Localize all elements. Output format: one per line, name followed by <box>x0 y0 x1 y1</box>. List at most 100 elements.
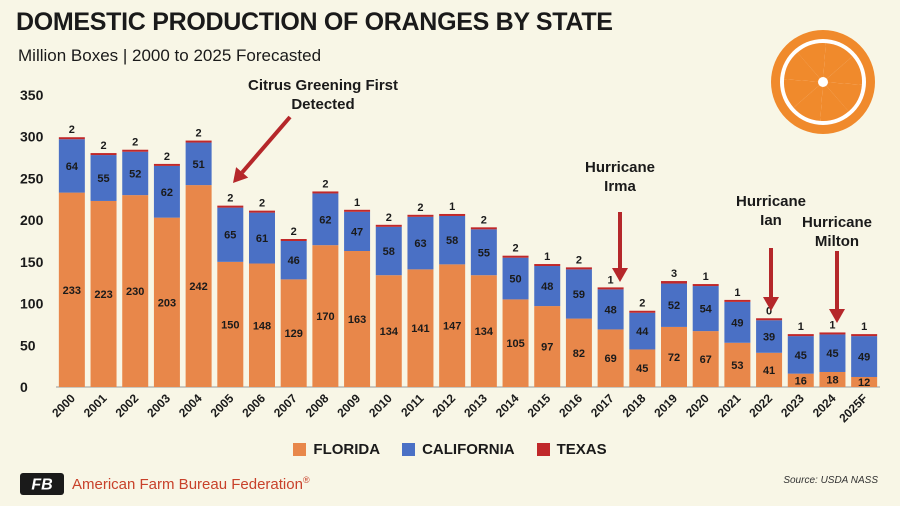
bar-california <box>344 211 371 252</box>
data-label-texas: 1 <box>544 251 550 263</box>
data-label-florida: 242 <box>189 281 207 293</box>
y-tick-label: 350 <box>20 87 44 103</box>
data-label-florida: 134 <box>380 326 399 338</box>
data-label-california: 50 <box>509 274 521 286</box>
x-tick-label: 2004 <box>176 391 205 420</box>
bar-florida <box>470 275 497 387</box>
data-label-texas: 1 <box>449 201 455 213</box>
bar-california <box>439 215 466 265</box>
bar-california <box>851 336 878 377</box>
legend-swatch-florida <box>293 443 307 456</box>
bar-florida <box>819 371 846 387</box>
x-tick-label: 2001 <box>81 391 110 420</box>
bar-florida <box>692 331 719 387</box>
data-label-texas: 2 <box>164 151 170 163</box>
data-label-texas: 2 <box>227 193 233 205</box>
bar-texas <box>787 334 814 337</box>
data-label-california: 39 <box>763 332 775 344</box>
data-label-texas: 1 <box>354 197 360 209</box>
bar-florida <box>375 275 402 387</box>
data-label-california: 52 <box>668 300 680 312</box>
data-label-california: 62 <box>161 187 173 199</box>
data-label-florida: 163 <box>348 314 366 326</box>
bar-florida <box>122 195 149 387</box>
legend-swatch-texas <box>536 443 550 456</box>
bar-texas <box>819 332 846 335</box>
data-label-california: 44 <box>636 326 649 338</box>
x-tick-label: 2025F <box>836 391 870 425</box>
data-label-texas: 2 <box>322 178 328 190</box>
data-label-california: 58 <box>383 246 395 258</box>
bar-california <box>661 283 687 327</box>
data-label-texas: 1 <box>703 271 709 283</box>
data-label-florida: 233 <box>63 285 81 297</box>
bar-florida <box>153 217 180 387</box>
data-label-california: 54 <box>700 304 713 316</box>
chart-legend: FLORIDA CALIFORNIA TEXAS <box>0 441 900 458</box>
bar-texas <box>565 267 592 270</box>
data-label-california: 65 <box>224 230 236 242</box>
data-label-texas: 2 <box>196 128 202 140</box>
data-label-texas: 2 <box>481 214 487 226</box>
bar-texas <box>692 284 719 287</box>
data-label-texas: 2 <box>100 140 106 152</box>
data-label-florida: 105 <box>506 338 524 350</box>
x-tick-label: 2017 <box>588 391 617 420</box>
y-tick-label: 150 <box>20 254 44 270</box>
bar-florida <box>597 329 624 387</box>
bar-california <box>407 216 434 270</box>
x-tick-label: 2003 <box>144 391 173 420</box>
bar-texas <box>724 299 751 302</box>
data-label-california: 52 <box>129 168 141 180</box>
data-label-california: 59 <box>573 289 585 301</box>
bar-florida <box>58 192 85 387</box>
y-tick-label: 100 <box>20 296 44 312</box>
bar-california <box>819 334 846 372</box>
legend-swatch-california <box>402 443 416 456</box>
bar-california <box>153 165 180 218</box>
data-label-california: 47 <box>351 226 363 238</box>
data-label-texas: 3 <box>671 268 677 280</box>
data-label-california: 45 <box>826 348 838 360</box>
bar-texas <box>153 163 180 166</box>
data-label-florida: 16 <box>795 375 807 387</box>
bar-texas <box>280 239 307 241</box>
bar-florida <box>407 269 434 387</box>
data-label-california: 49 <box>731 317 743 329</box>
data-label-florida: 41 <box>763 365 775 377</box>
bar-texas <box>597 287 624 290</box>
data-label-texas: 1 <box>798 321 804 333</box>
data-label-california: 64 <box>66 161 79 173</box>
logo-text: FB <box>31 477 52 494</box>
data-label-florida: 203 <box>158 297 176 309</box>
bar-florida <box>344 251 371 387</box>
bar-california <box>629 312 656 350</box>
x-tick-label: 2018 <box>620 391 649 420</box>
org-logo: FB American Farm Bureau Federation® <box>20 473 310 495</box>
x-tick-label: 2020 <box>683 391 712 420</box>
annotation-arrow-head <box>233 167 249 183</box>
data-label-florida: 141 <box>411 323 429 335</box>
bar-florida <box>249 263 275 387</box>
x-tick-label: 2014 <box>493 391 522 420</box>
data-label-florida: 67 <box>700 354 712 366</box>
bar-california <box>724 301 751 343</box>
data-label-texas: 1 <box>734 287 740 299</box>
legend-item-texas: TEXAS <box>536 441 607 458</box>
bar-texas <box>407 214 434 217</box>
bar-california <box>217 207 244 262</box>
annotation-text: Hurricane <box>736 193 806 210</box>
x-tick-label: 2012 <box>429 391 458 420</box>
data-label-california: 55 <box>478 247 490 259</box>
legend-label-florida: FLORIDA <box>313 441 381 458</box>
bar-texas <box>629 310 656 313</box>
data-label-california: 48 <box>604 304 616 316</box>
bar-california <box>58 139 85 193</box>
annotation-text: Irma <box>604 178 636 195</box>
bar-florida <box>185 185 212 387</box>
bar-florida <box>90 200 117 387</box>
data-label-california: 61 <box>256 233 268 245</box>
data-label-florida: 148 <box>253 320 271 332</box>
x-tick-label: 2010 <box>366 391 395 420</box>
bar-california <box>249 212 275 264</box>
